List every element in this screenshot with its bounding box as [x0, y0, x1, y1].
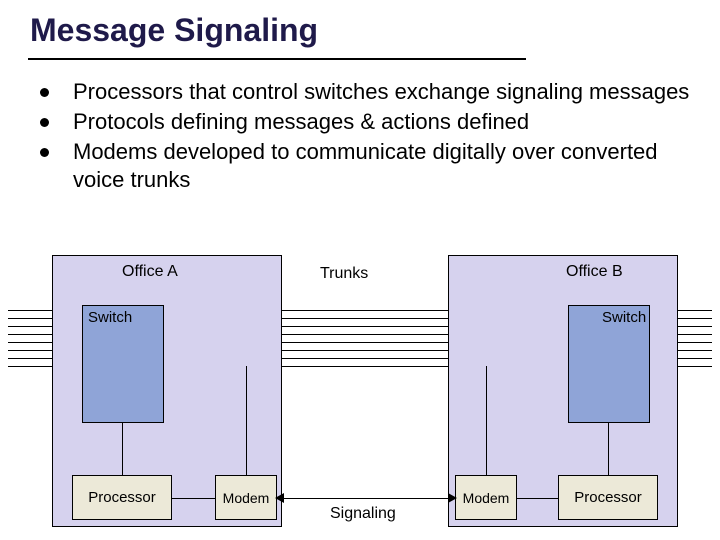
- bullet-icon: [40, 148, 49, 157]
- signaling-link: [283, 498, 449, 499]
- bullet-list: Processors that control switches exchang…: [40, 78, 700, 196]
- slide-title: Message Signaling: [30, 12, 318, 49]
- office-a-label: Office A: [122, 263, 178, 281]
- bullet-text: Protocols defining messages & actions de…: [73, 108, 529, 136]
- bullet-text: Modems developed to communicate digitall…: [73, 138, 700, 194]
- signaling-arrow-right: [448, 493, 457, 503]
- processor-a-box: Processor: [72, 475, 172, 520]
- bullet-item: Protocols defining messages & actions de…: [40, 108, 700, 136]
- modem-a-box: Modem: [215, 475, 277, 520]
- bullet-item: Modems developed to communicate digitall…: [40, 138, 700, 194]
- conn-proc-modem-b: [517, 498, 558, 499]
- conn-modem-trunk-a: [246, 366, 247, 475]
- switch-b-label: Switch: [602, 309, 646, 326]
- modem-b-box: Modem: [455, 475, 517, 520]
- title-underline: [28, 58, 526, 60]
- bullet-text: Processors that control switches exchang…: [73, 78, 689, 106]
- bullet-icon: [40, 88, 49, 97]
- bullet-icon: [40, 118, 49, 127]
- conn-modem-trunk-b: [486, 366, 487, 475]
- conn-switch-proc-b: [608, 423, 609, 475]
- bullet-item: Processors that control switches exchang…: [40, 78, 700, 106]
- diagram-area: Office A Office B Switch Switch Processor Pro…: [0, 255, 720, 535]
- office-b-label: Office B: [566, 263, 623, 281]
- switch-a-label: Switch: [88, 309, 132, 326]
- conn-switch-proc-a: [122, 423, 123, 475]
- conn-proc-modem-a: [172, 498, 215, 499]
- signaling-label: Signaling: [330, 505, 396, 523]
- signaling-arrow-left: [275, 493, 284, 503]
- trunks-label: Trunks: [320, 265, 368, 283]
- processor-b-box: Processor: [558, 475, 658, 520]
